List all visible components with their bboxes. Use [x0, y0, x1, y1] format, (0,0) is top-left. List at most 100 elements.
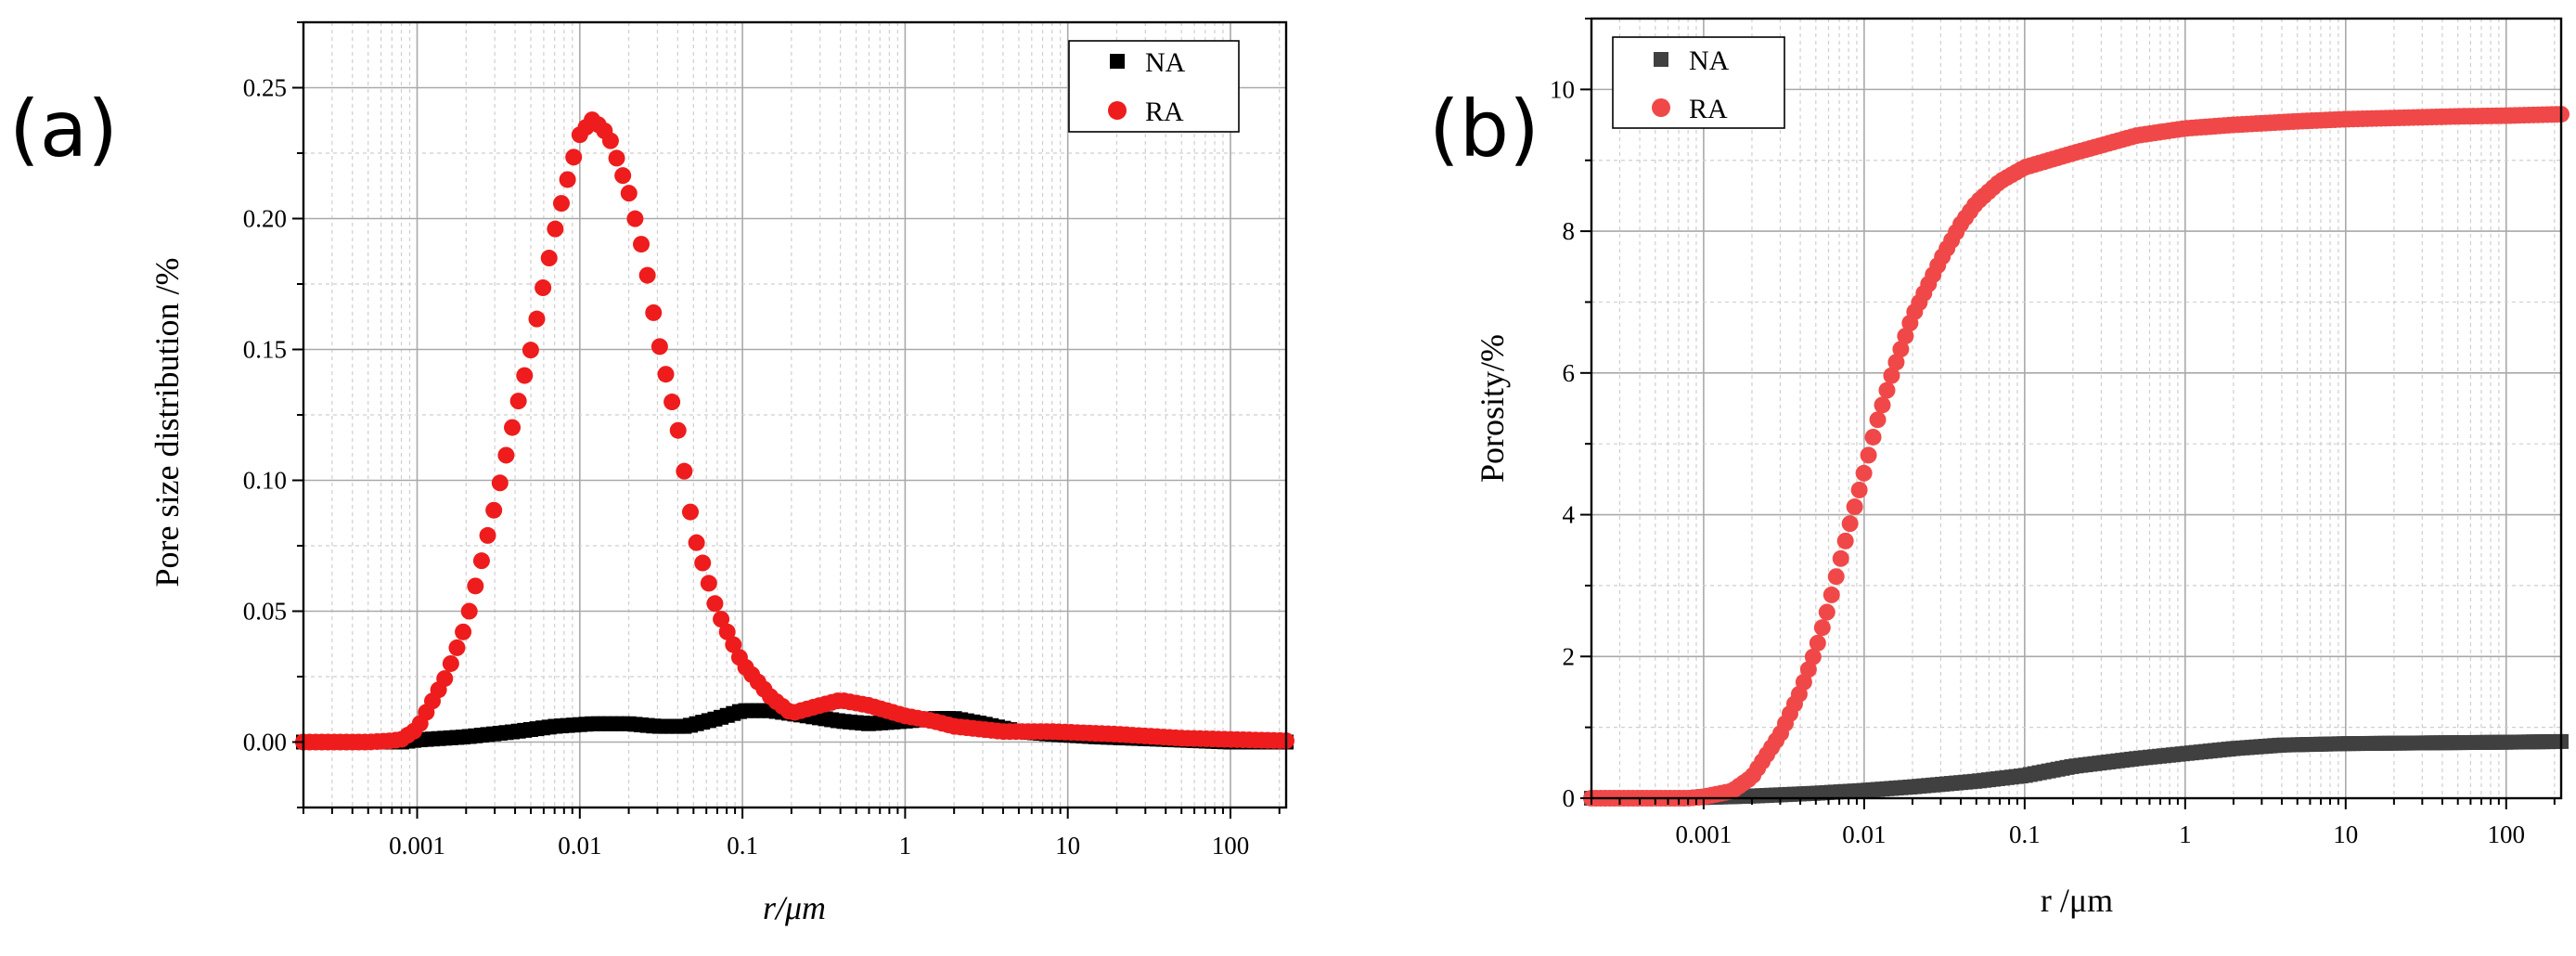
data-point-ra: [509, 393, 527, 410]
x-tick-label: 1: [899, 832, 912, 859]
data-point-ra: [657, 366, 675, 383]
y-tick-label: 0.10: [243, 467, 287, 495]
data-point-ra: [676, 462, 693, 480]
panel-a-x-axis-title: r/μm: [763, 889, 826, 926]
data-point-ra: [688, 534, 705, 551]
data-point-ra: [1818, 603, 1835, 621]
data-point-ra: [442, 654, 459, 672]
data-point-ra: [528, 310, 546, 328]
data-point-ra: [725, 636, 742, 653]
y-tick-label: 8: [1563, 217, 1576, 245]
panel-b-legend-label-na: NA: [1689, 45, 1730, 76]
data-point-ra: [448, 639, 466, 656]
x-tick-label: 0.01: [558, 832, 601, 859]
panel-b-series: [1583, 106, 2570, 807]
data-point-ra: [681, 503, 699, 521]
panel-a-legend-box: [1068, 40, 1240, 133]
panel-a-legend-marker-na: [1110, 54, 1125, 69]
data-point-ra: [540, 250, 558, 267]
data-point-ra: [650, 338, 668, 355]
data-point-ra: [552, 195, 570, 213]
data-point-ra: [1827, 568, 1845, 586]
data-point-ra: [1836, 532, 1854, 549]
data-point-ra: [1883, 367, 1900, 384]
data-point-ra: [713, 611, 730, 628]
data-point-ra: [1846, 498, 1863, 516]
x-tick-label: 0.1: [727, 832, 758, 859]
panel-b-x-axis-title: r /μm: [2041, 882, 2113, 919]
y-tick-label: 4: [1563, 501, 1576, 529]
series-ra: [295, 111, 1294, 751]
data-point-ra: [1813, 619, 1831, 637]
panel-b-legend-marker-ra: [1652, 98, 1670, 117]
data-point-ra: [1841, 515, 1859, 533]
y-tick-label: 10: [1550, 75, 1575, 103]
data-point-ra: [1855, 464, 1873, 482]
data-point-ra: [522, 342, 539, 359]
panel-b-legend-box: [1612, 36, 1785, 129]
panel-b-y-axis-title: Porosity/%: [1474, 334, 1511, 483]
data-point-ra: [706, 595, 724, 613]
panel-a-legend-label-ra: RA: [1145, 97, 1184, 127]
x-tick-label: 10: [2333, 820, 2358, 848]
data-point-ra: [559, 171, 576, 188]
data-point-ra: [645, 304, 663, 321]
x-tick-label: 1: [2179, 820, 2192, 848]
panel-a-label: (a): [9, 84, 118, 174]
panel-a-y-axis-title: Pore size distribution /%: [148, 258, 186, 588]
y-tick-label: 0.05: [243, 598, 287, 626]
data-point-ra: [565, 149, 583, 166]
data-point-ra: [638, 266, 656, 284]
data-point-ra: [601, 132, 619, 149]
x-tick-label: 100: [1212, 832, 1250, 859]
data-point-ra: [608, 149, 625, 167]
data-point-ra: [1887, 354, 1905, 371]
panel-a-legend-label-na: NA: [1145, 47, 1186, 78]
data-point-ra: [504, 419, 522, 436]
x-tick-label: 0.1: [2009, 820, 2041, 848]
data-point-ra: [1874, 396, 1891, 414]
panel-a-legend: NA RA: [1068, 40, 1240, 133]
data-point-ra: [460, 602, 478, 620]
panel-a-grid: [303, 21, 1286, 808]
panel-b-chart: (b) 0.001 0.01 0.1 1 10 100 0 2 4 6 8 10 Porosity/%…: [1429, 17, 2570, 919]
data-point-ra: [485, 501, 503, 519]
y-tick-label: 0: [1563, 784, 1576, 812]
panel-b-plot-frame: [1590, 17, 2563, 800]
data-point-ra: [1804, 648, 1822, 665]
data-point-ra: [1892, 341, 1910, 358]
data-point-ra: [467, 577, 484, 595]
y-tick-label: 0.20: [243, 205, 287, 233]
data-point-ra: [1864, 428, 1882, 446]
y-tick-label: 6: [1563, 359, 1576, 387]
x-tick-label: 10: [1055, 832, 1080, 859]
data-point-ra: [1878, 381, 1896, 399]
data-point-ra: [700, 575, 717, 592]
data-point-ra: [479, 526, 496, 544]
panel-b-legend-label-ra: RA: [1689, 94, 1728, 124]
data-point-ra: [1795, 673, 1812, 691]
data-point-ra: [633, 236, 650, 253]
panel-b-label: (b): [1429, 84, 1539, 174]
y-tick-label: 0.25: [243, 74, 287, 102]
data-point-ra: [497, 446, 515, 464]
y-tick-label: 0.00: [243, 729, 287, 756]
data-point-ra: [1860, 446, 1877, 464]
data-point-ra: [455, 623, 472, 640]
panel-b-legend-marker-na: [1654, 52, 1668, 67]
data-point-ra: [491, 474, 509, 492]
data-point-ra: [694, 554, 712, 572]
data-point-ra: [1823, 586, 1840, 603]
data-point-ra: [1897, 328, 1914, 345]
data-point-ra: [626, 210, 644, 227]
x-tick-label: 100: [2488, 820, 2526, 848]
data-point-ra: [547, 220, 564, 238]
data-point-ra: [1809, 634, 1826, 652]
x-tick-label: 0.01: [1842, 820, 1886, 848]
data-point-ra: [436, 670, 454, 688]
y-tick-label: 0.15: [243, 336, 287, 364]
data-point-ra: [614, 167, 632, 185]
y-tick-label: 2: [1563, 642, 1576, 670]
data-point-ra: [1850, 481, 1868, 498]
data-point-ra: [620, 185, 638, 202]
